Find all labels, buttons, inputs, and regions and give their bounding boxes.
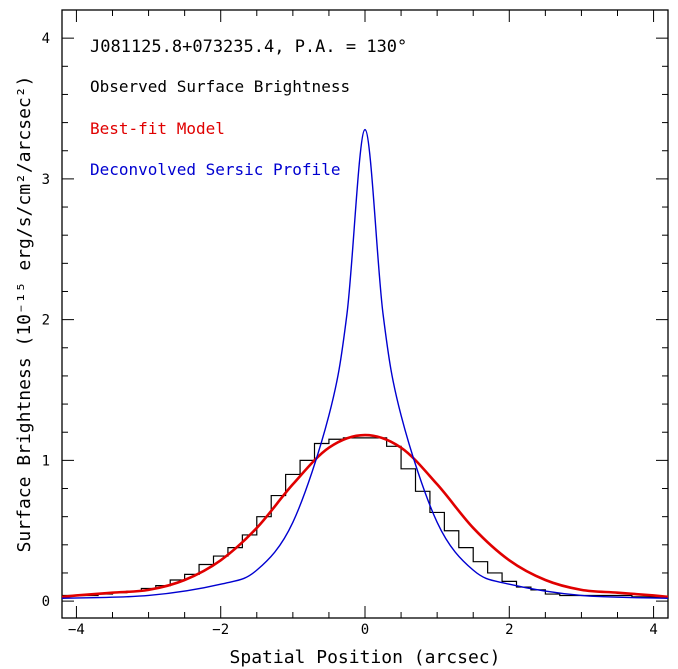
axis-ticks	[62, 10, 668, 618]
x-tick-label: −4	[68, 622, 85, 638]
axis-tick-labels: −4 −2 0 2 4 0 1 2 3 4	[42, 31, 658, 638]
x-tick-label: 4	[649, 622, 657, 638]
y-tick-label: 4	[42, 31, 50, 47]
series-deconvolved-sersic-line	[61, 128, 669, 599]
series-best-fit-model-line	[61, 433, 669, 599]
x-axis-label: Spatial Position (arcsec)	[230, 647, 501, 668]
x-tick-label: −2	[212, 622, 229, 638]
series-observed-step	[62, 437, 668, 598]
y-tick-label: 2	[42, 313, 50, 329]
x-tick-label: 2	[505, 622, 513, 638]
y-tick-label: 3	[42, 172, 50, 188]
y-axis-label: Surface Brightness (10⁻¹⁵ erg/s/cm²/arcs…	[14, 76, 35, 553]
chart-title: J081125.8+073235.4, P.A. = 130°	[90, 37, 407, 57]
x-tick-label: 0	[361, 622, 369, 638]
y-tick-label: 1	[42, 453, 50, 469]
legend-model: Best-fit Model	[90, 119, 225, 138]
y-tick-label: 0	[42, 594, 50, 610]
legend-sersic: Deconvolved Sersic Profile	[90, 160, 340, 179]
legend-observed: Observed Surface Brightness	[90, 77, 350, 96]
data-layer	[61, 128, 669, 599]
plot-frame	[61, 9, 669, 619]
